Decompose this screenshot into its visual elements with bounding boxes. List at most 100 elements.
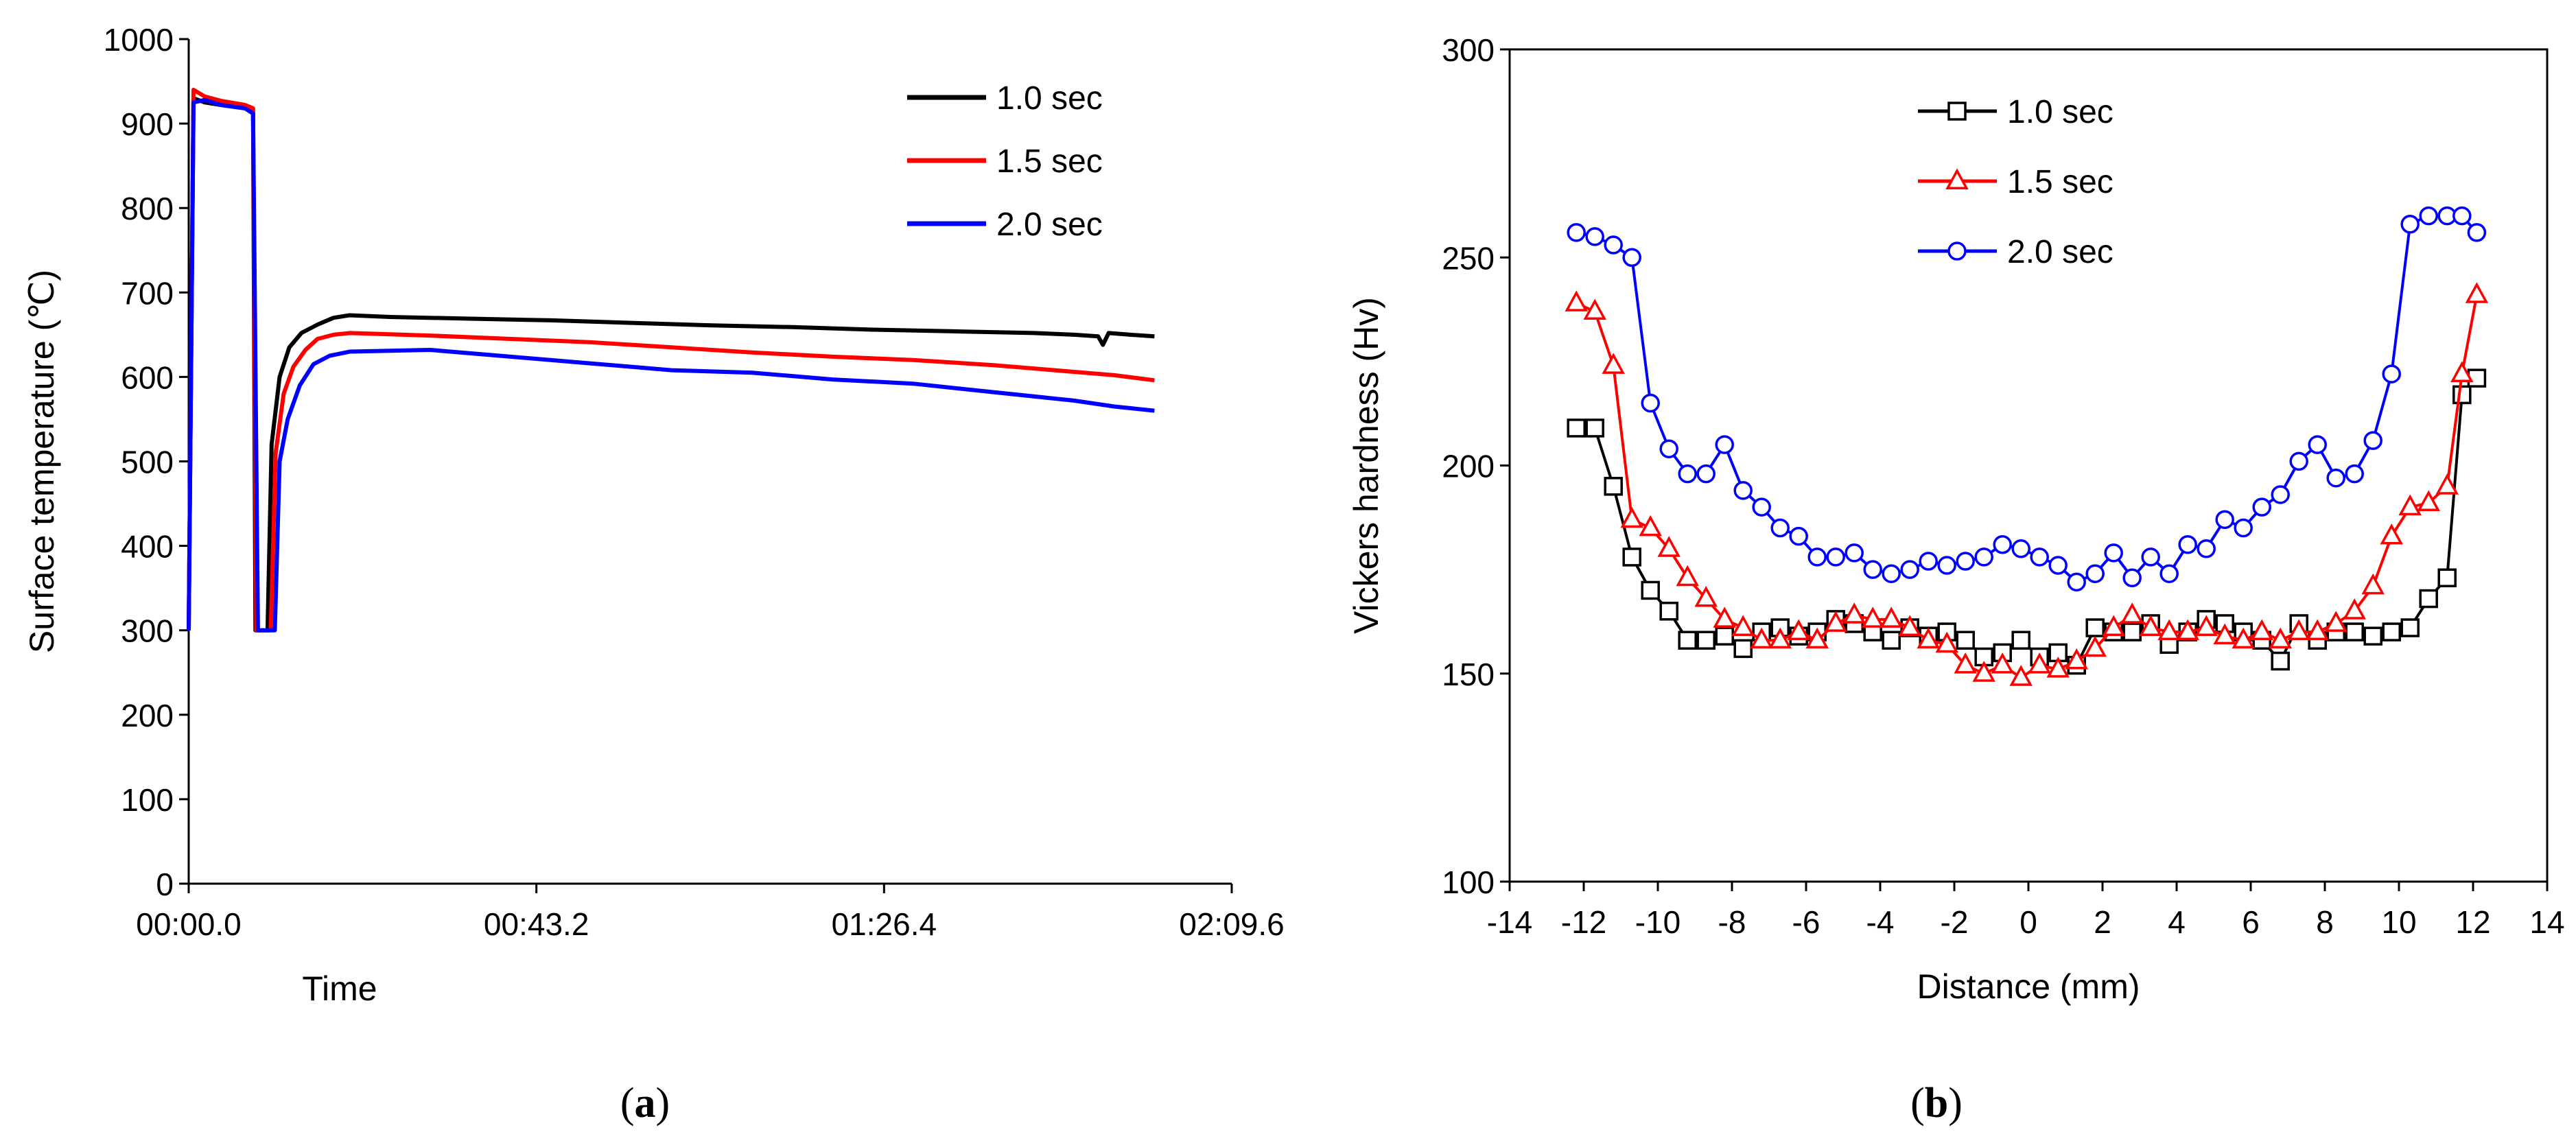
data-point-triangle (1935, 631, 1958, 653)
data-point-circle (2452, 206, 2472, 226)
data-point-triangle (2139, 615, 2162, 636)
data-point-circle (2234, 518, 2253, 538)
data-point-circle (1752, 497, 1771, 517)
data-point-triangle (2213, 623, 2236, 645)
data-point-square (2011, 631, 2030, 650)
data-point-circle (1937, 556, 1956, 575)
legend-marker-square (1947, 102, 1967, 121)
x-tick-label: 00:00.0 (136, 906, 241, 942)
legend-marker-circle (1947, 241, 1967, 261)
y-tick-label: 150 (1442, 657, 1495, 692)
data-point-triangle (1787, 619, 1810, 641)
data-point-circle (2363, 431, 2382, 450)
x-tick-label: -4 (1866, 904, 1895, 940)
data-point-square (1585, 419, 1604, 438)
data-point-square (2271, 651, 2290, 671)
x-tick-label: 6 (2242, 904, 2260, 940)
data-point-circle (2067, 572, 2086, 592)
data-point-triangle (2435, 473, 2459, 495)
y-tick-label: 100 (1442, 864, 1495, 900)
legend-label: 1.0 sec (2007, 94, 2114, 130)
data-point-circle (2308, 435, 2327, 454)
y-tick-label: 500 (121, 445, 174, 480)
legend-label: 1.5 sec (996, 143, 1103, 180)
legend-marker-triangle (1945, 168, 1969, 189)
data-point-triangle (1991, 652, 2014, 674)
series-line-2 (187, 97, 1155, 633)
data-point-square (1659, 602, 1678, 621)
caption-letter: b (1925, 1080, 1948, 1127)
data-point-triangle (1750, 627, 1773, 649)
data-point-circle (1882, 564, 1901, 583)
data-point-circle (1956, 552, 1975, 571)
data-point-triangle (1713, 606, 1736, 628)
x-tick-label: -14 (1487, 904, 1532, 940)
data-point-triangle (1602, 353, 1625, 374)
data-point-square (2363, 626, 2382, 646)
data-point-triangle (2306, 619, 2329, 641)
legend-label: 2.0 sec (2007, 234, 2114, 270)
data-point-circle (1604, 235, 1623, 255)
series-line-1 (1576, 294, 2479, 679)
caption-open-paren: ( (1910, 1080, 1925, 1127)
data-point-triangle (2343, 598, 2366, 620)
data-point-circle (1807, 547, 1827, 567)
data-point-triangle (1972, 661, 1995, 682)
data-point-circle (2030, 547, 2049, 567)
data-point-circle (2271, 485, 2290, 504)
data-point-triangle (1731, 615, 1755, 636)
y-tick-label: 250 (1442, 240, 1495, 276)
data-point-square (2400, 618, 2420, 637)
data-point-triangle (2009, 665, 2033, 686)
y-tick-label: 800 (121, 191, 174, 226)
data-point-circle (2141, 547, 2160, 567)
data-point-triangle (2398, 494, 2422, 516)
x-tick-label: -10 (1635, 904, 1681, 940)
x-tick-label: -12 (1561, 904, 1606, 940)
data-point-triangle (1842, 602, 1866, 624)
panel-caption: (a) (620, 1080, 670, 1127)
x-axis-title: Time (302, 969, 377, 1008)
data-point-triangle (1805, 627, 1829, 649)
data-point-circle (2215, 510, 2234, 530)
data-point-square (2467, 368, 2487, 388)
data-point-triangle (2324, 611, 2347, 632)
data-point-triangle (2194, 615, 2218, 636)
data-point-triangle (1768, 627, 1792, 649)
data-point-circle (2345, 464, 2364, 484)
legend-label: 1.5 sec (2007, 164, 2114, 200)
data-point-circle (1678, 464, 1697, 484)
data-point-triangle (2417, 490, 2440, 512)
data-point-triangle (2065, 648, 2088, 670)
data-point-circle (1585, 227, 1604, 246)
data-point-square (2437, 568, 2457, 588)
data-point-circle (1622, 248, 1641, 267)
y-tick-label: 200 (121, 698, 174, 733)
data-point-circle (2104, 543, 2123, 563)
x-tick-label: 0 (2019, 904, 2037, 940)
data-point-square (1622, 547, 1641, 567)
data-point-triangle (2269, 627, 2292, 649)
x-tick-label: 14 (2529, 904, 2564, 940)
data-point-triangle (2232, 627, 2255, 649)
data-point-circle (2085, 564, 2105, 583)
caption-close-paren: ) (1948, 1080, 1963, 1127)
data-point-triangle (1676, 565, 1699, 587)
data-point-circle (1567, 223, 1586, 242)
caption-letter: a (635, 1080, 656, 1127)
y-tick-label: 700 (121, 275, 174, 311)
x-tick-label: 01:26.4 (832, 906, 937, 942)
data-point-square (1715, 626, 1734, 646)
data-point-circle (2178, 534, 2197, 554)
data-point-circle (1641, 393, 1660, 413)
data-point-triangle (2157, 619, 2181, 641)
data-point-circle (1974, 547, 1993, 567)
data-point-triangle (1583, 298, 1606, 320)
x-tick-label: 02:09.6 (1179, 906, 1284, 942)
panel-caption: (b) (1910, 1080, 1963, 1127)
data-point-circle (2289, 451, 2308, 471)
data-point-square (1733, 639, 1753, 659)
y-tick-label: 300 (1442, 32, 1495, 68)
x-axis-title: Distance (mm) (1917, 967, 2140, 1006)
